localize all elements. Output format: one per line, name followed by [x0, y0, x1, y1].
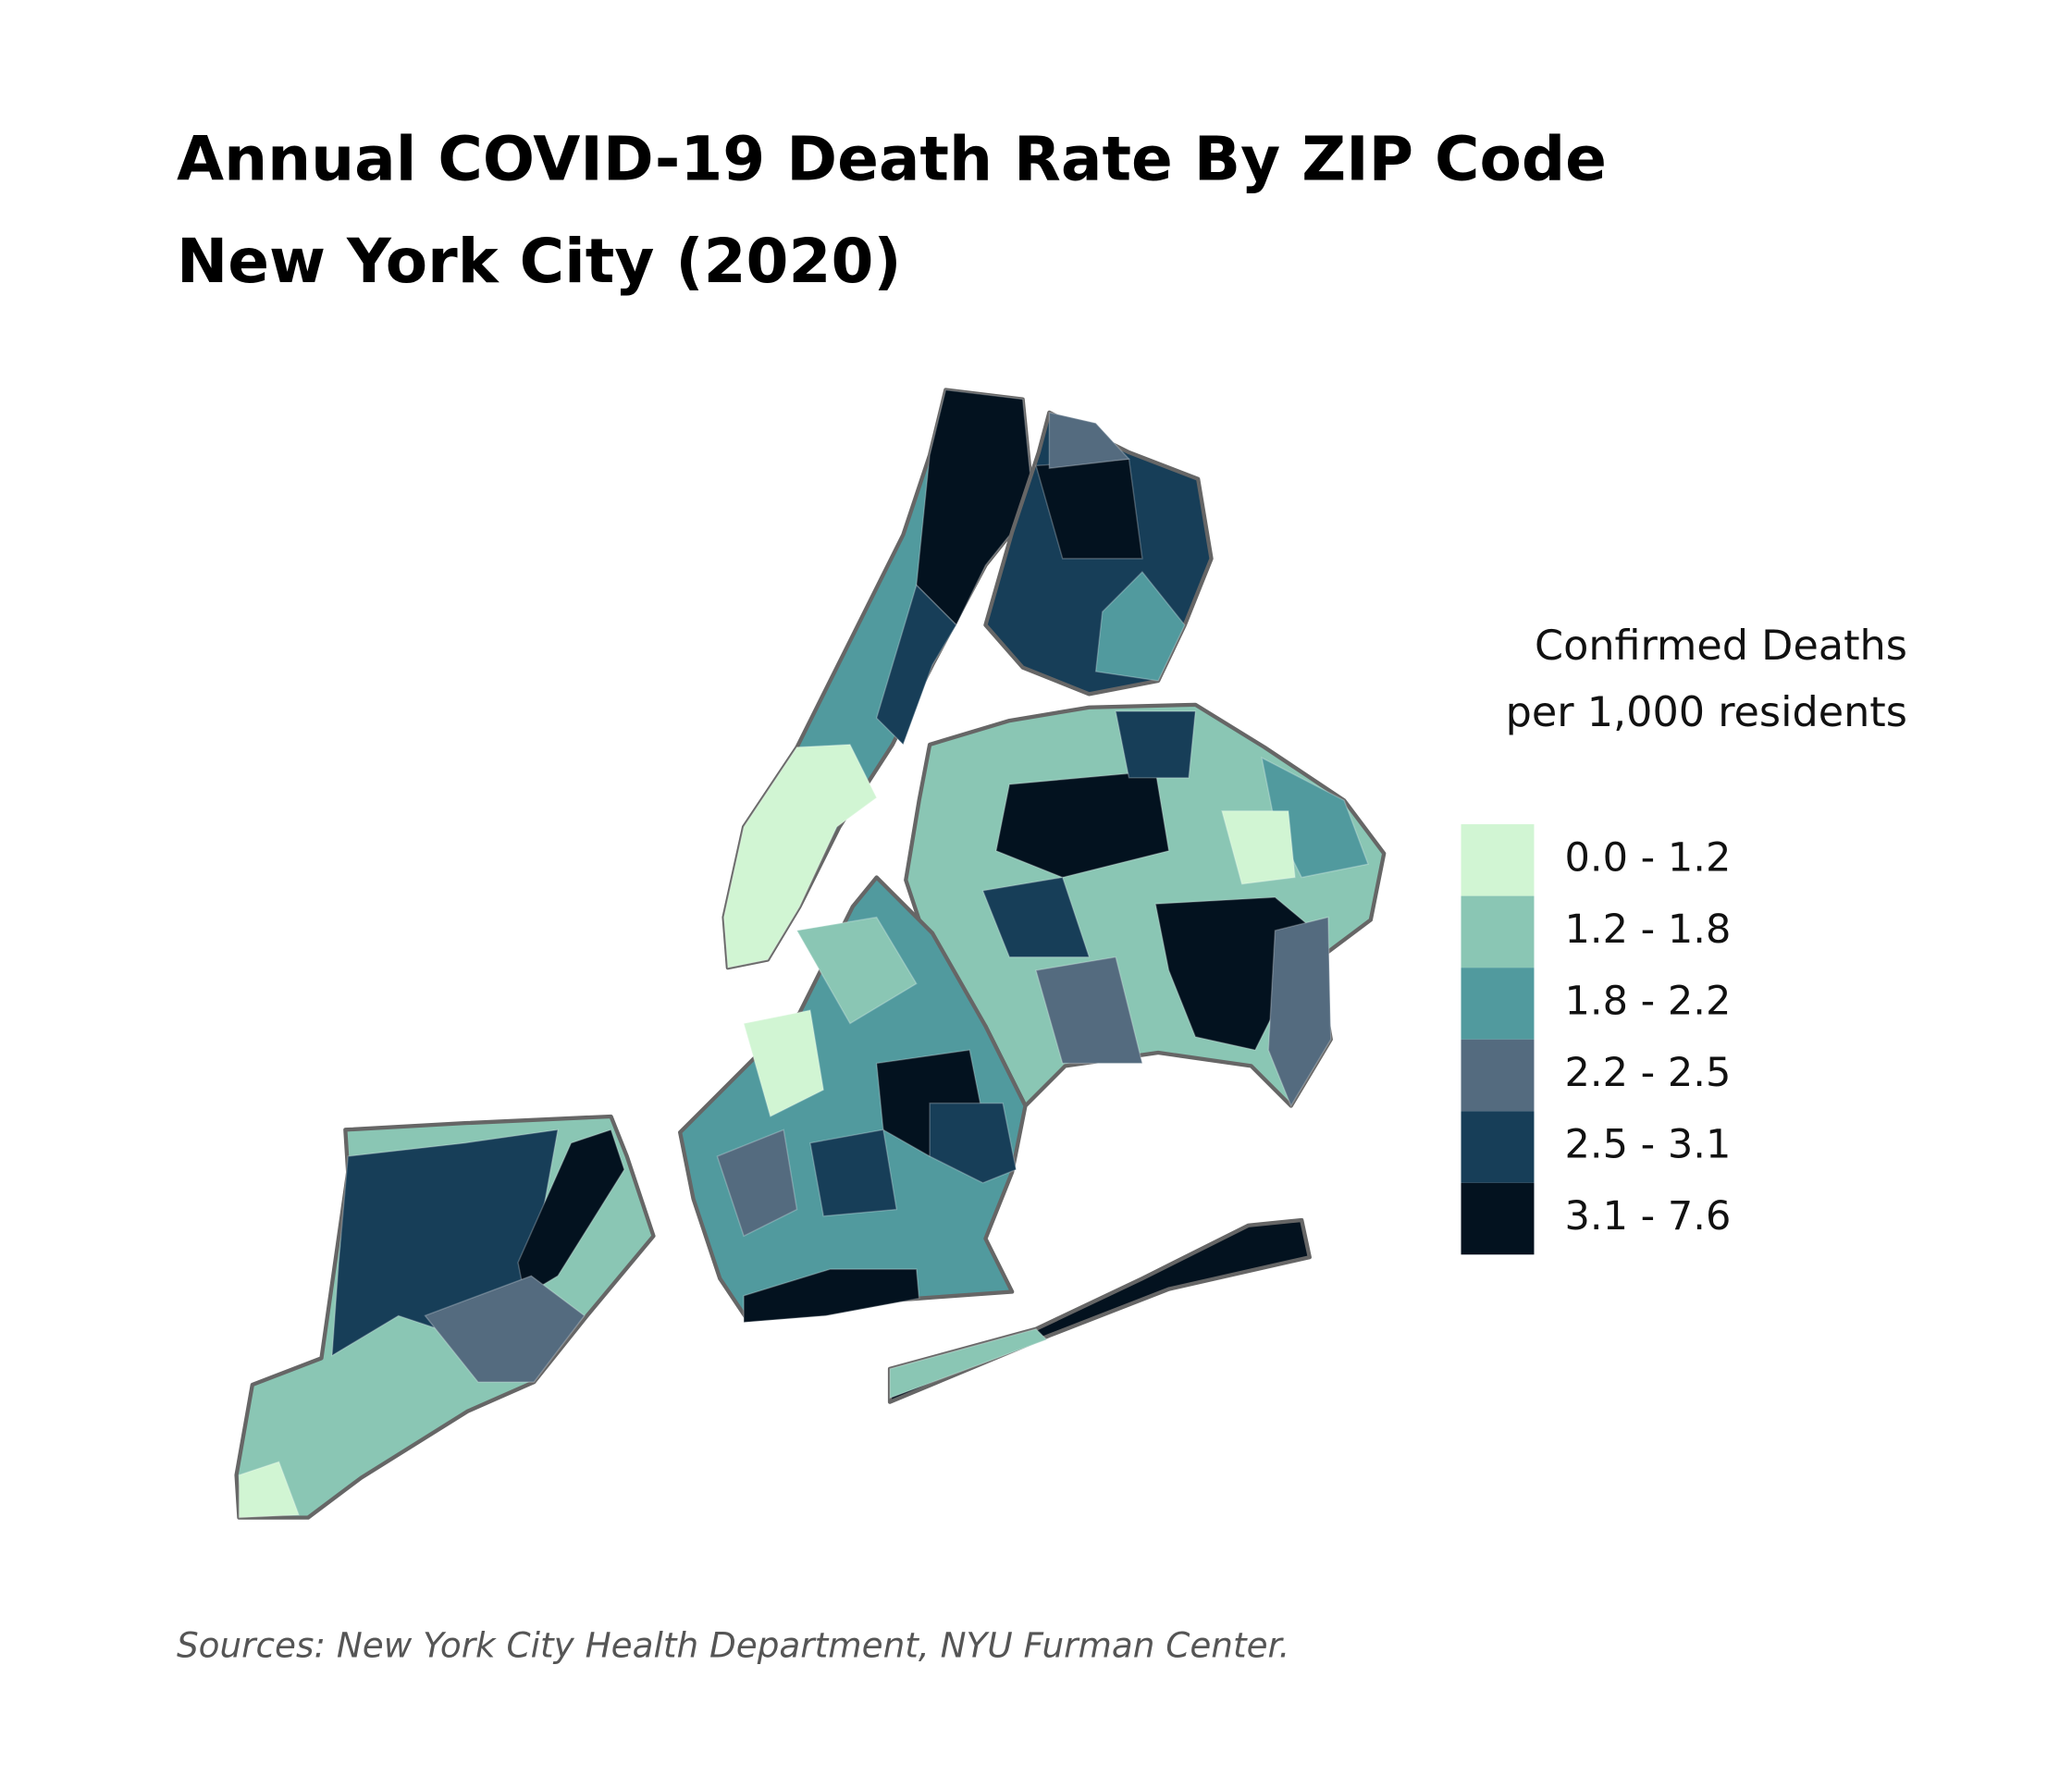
legend-swatch: [1461, 895, 1535, 968]
zip-area: [1221, 810, 1296, 885]
zip-area: [517, 1128, 625, 1297]
map: [234, 388, 1387, 1520]
legend-title: per 1,000 residents: [1506, 689, 1907, 736]
zip-area: [716, 1128, 798, 1238]
legend-label: 0.0 - 1.2: [1564, 834, 1731, 881]
zip-area: [981, 876, 1091, 958]
zip-area: [1115, 710, 1197, 779]
zip-area: [889, 1327, 1048, 1400]
zip-area: [929, 1102, 1018, 1184]
zip-area: [809, 1128, 898, 1217]
legend-label: 1.2 - 1.8: [1564, 906, 1731, 953]
legend-label: 2.5 - 3.1: [1564, 1122, 1731, 1168]
zip-area: [743, 1268, 920, 1324]
zip-area: [916, 388, 1034, 626]
zip-area: [796, 916, 918, 1025]
zip-area: [743, 1009, 825, 1118]
legend-swatch: [1461, 968, 1535, 1040]
zip-area: [1048, 412, 1130, 470]
legend-label: 3.1 - 7.6: [1564, 1193, 1731, 1240]
zip-area: [875, 584, 957, 746]
legend-swatch: [1461, 824, 1535, 896]
legend-swatch: [1461, 1111, 1535, 1183]
zip-area: [238, 1461, 301, 1519]
zip-area: [424, 1275, 586, 1383]
legend: Confirmed Deaths per 1,000 residents 0.0…: [1461, 623, 1907, 1255]
legend-label: 2.2 - 2.5: [1564, 1050, 1731, 1096]
zip-area: [722, 744, 878, 969]
legend-swatch: [1461, 1182, 1535, 1255]
legend-title: Confirmed Deaths: [1535, 623, 1907, 670]
title-line: New York City (2020): [177, 226, 902, 297]
source-note: Sources: New York City Health Department…: [177, 1624, 1289, 1665]
zip-area: [1094, 571, 1186, 682]
zip-area: [1035, 956, 1143, 1065]
legend-swatch: [1461, 1039, 1535, 1112]
zip-area: [1267, 916, 1332, 1108]
legend-label: 1.8 - 2.2: [1564, 978, 1731, 1024]
title-line: Annual COVID-19 Death Rate By ZIP Code: [177, 124, 1607, 195]
